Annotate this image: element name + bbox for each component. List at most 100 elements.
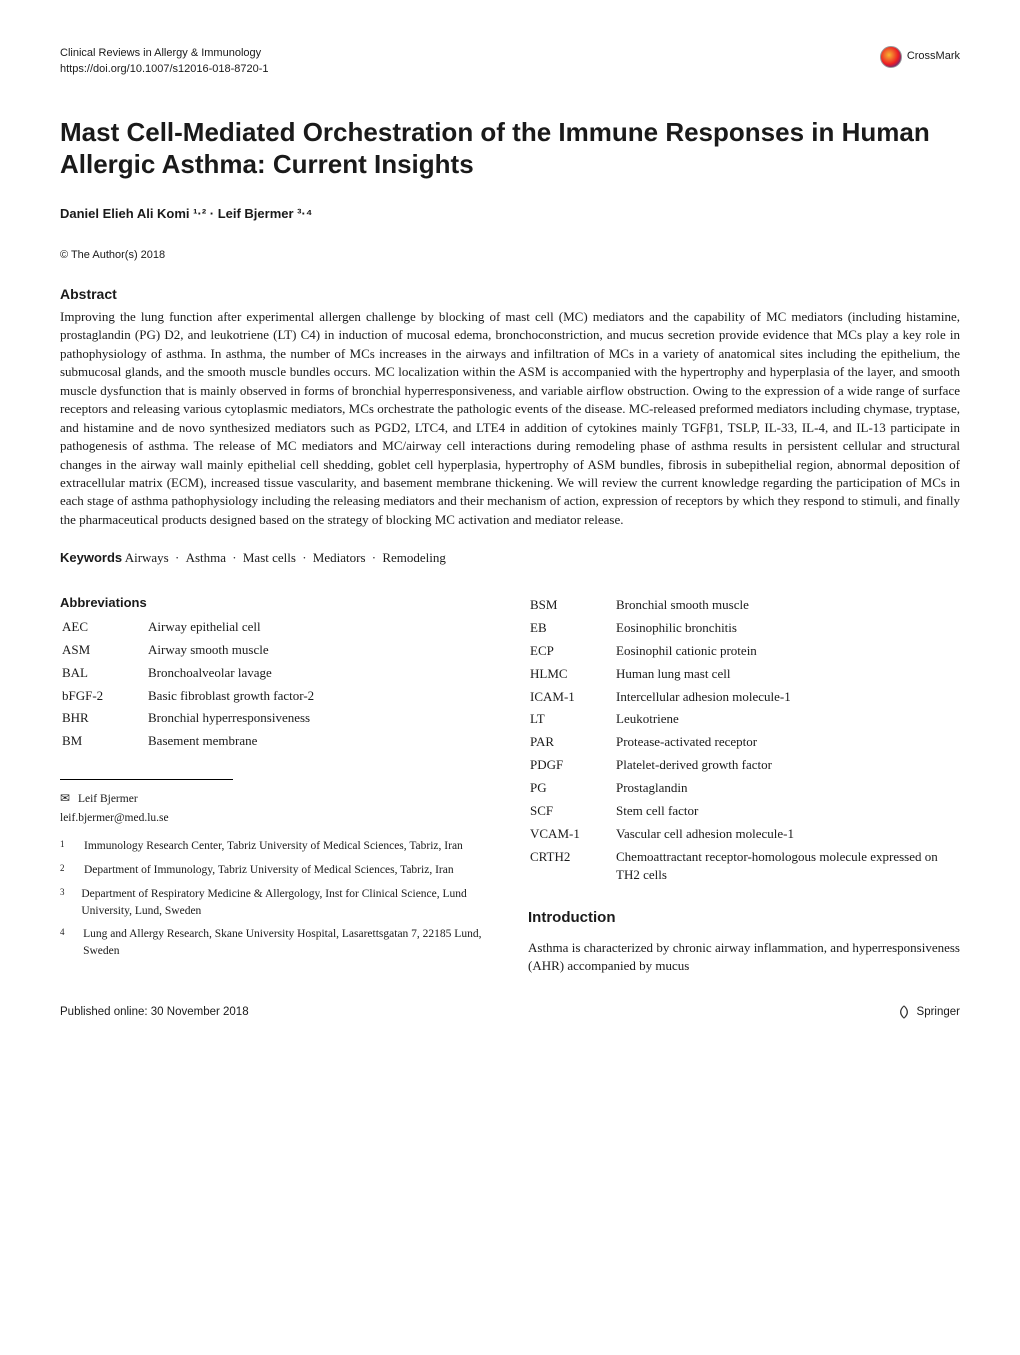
abbreviation-row: BMBasement membrane: [62, 732, 490, 753]
crossmark-icon: [880, 46, 902, 68]
abbreviation-row: CRTH2Chemoattractant receptor-homologous…: [530, 848, 958, 888]
abbreviation-definition: Human lung mast cell: [616, 665, 958, 686]
abbreviation-term: PDGF: [530, 756, 614, 777]
affiliation-text: Department of Immunology, Tabriz Univers…: [84, 862, 454, 879]
abbreviation-definition: Prostaglandin: [616, 779, 958, 800]
abbreviation-term: LT: [530, 710, 614, 731]
affiliation-number: 2: [60, 862, 74, 879]
abbreviation-definition: Bronchoalveolar lavage: [148, 664, 490, 685]
keyword: Asthma: [186, 550, 226, 565]
affiliations-list: 1Immunology Research Center, Tabriz Univ…: [60, 838, 492, 959]
abbreviation-row: BALBronchoalveolar lavage: [62, 664, 490, 685]
introduction-heading: Introduction: [528, 907, 960, 929]
abbreviation-definition: Stem cell factor: [616, 802, 958, 823]
keyword-separator: ·: [299, 550, 310, 565]
abbreviation-definition: Leukotriene: [616, 710, 958, 731]
keyword: Airways: [125, 550, 169, 565]
abbreviation-term: BHR: [62, 709, 146, 730]
keyword-separator: ·: [229, 550, 240, 565]
right-column: BSMBronchial smooth muscleEBEosinophilic…: [528, 594, 960, 976]
abbreviation-term: CRTH2: [530, 848, 614, 888]
abbreviation-term: EB: [530, 619, 614, 640]
abbreviation-term: AEC: [62, 618, 146, 639]
affiliation-item: 2 Department of Immunology, Tabriz Univer…: [60, 862, 492, 879]
abbreviation-definition: Chemoattractant receptor-homologous mole…: [616, 848, 958, 888]
abbreviation-row: BSMBronchial smooth muscle: [530, 596, 958, 617]
abbreviation-definition: Airway epithelial cell: [148, 618, 490, 639]
abbreviation-definition: Eosinophil cationic protein: [616, 642, 958, 663]
keywords-items: Airways · Asthma · Mast cells · Mediator…: [125, 550, 446, 565]
abbreviation-row: PGProstaglandin: [530, 779, 958, 800]
abbreviation-definition: Bronchial hyperresponsiveness: [148, 709, 490, 730]
abbreviation-term: BM: [62, 732, 146, 753]
corresponding-author-email: leif.bjermer@med.lu.se: [60, 810, 492, 827]
publisher-badge: Springer: [896, 1004, 960, 1021]
abbreviation-row: ECPEosinophil cationic protein: [530, 642, 958, 663]
published-online: Published online: 30 November 2018: [60, 1004, 249, 1021]
abbreviation-term: PAR: [530, 733, 614, 754]
introduction-body: Asthma is characterized by chronic airwa…: [528, 939, 960, 976]
abbreviation-definition: Intercellular adhesion molecule-1: [616, 688, 958, 709]
abbreviation-row: ICAM-1Intercellular adhesion molecule-1: [530, 688, 958, 709]
abbreviation-definition: Basic fibroblast growth factor-2: [148, 687, 490, 708]
publisher-name: Springer: [917, 1004, 960, 1021]
corresponding-author-name: Leif Bjermer: [78, 793, 138, 805]
affiliation-text: Department of Respiratory Medicine & All…: [81, 886, 492, 919]
doi: https://doi.org/10.1007/s12016-018-8720-…: [60, 62, 269, 78]
abbreviation-definition: Vascular cell adhesion molecule-1: [616, 825, 958, 846]
keyword: Mediators: [313, 550, 366, 565]
abbreviation-term: BSM: [530, 596, 614, 617]
crossmark-badge[interactable]: CrossMark: [880, 46, 960, 68]
abbreviation-term: BAL: [62, 664, 146, 685]
abbreviation-term: SCF: [530, 802, 614, 823]
abbreviation-definition: Bronchial smooth muscle: [616, 596, 958, 617]
abbreviation-row: ASMAirway smooth muscle: [62, 641, 490, 662]
keyword: Remodeling: [382, 550, 446, 565]
two-column-region: Abbreviations AECAirway epithelial cellA…: [60, 594, 960, 976]
abbreviation-term: ECP: [530, 642, 614, 663]
footnote-rule: [60, 779, 233, 780]
abstract-body: Improving the lung function after experi…: [60, 308, 960, 529]
journal-name: Clinical Reviews in Allergy & Immunology: [60, 46, 269, 62]
abbreviation-row: AECAirway epithelial cell: [62, 618, 490, 639]
abbreviation-term: bFGF-2: [62, 687, 146, 708]
abbreviation-definition: Eosinophilic bronchitis: [616, 619, 958, 640]
springer-icon: [896, 1004, 912, 1020]
abbreviation-row: PARProtease-activated receptor: [530, 733, 958, 754]
affiliation-item: 3 Department of Respiratory Medicine & Al…: [60, 886, 492, 919]
abbreviation-row: HLMCHuman lung mast cell: [530, 665, 958, 686]
left-column: Abbreviations AECAirway epithelial cellA…: [60, 594, 492, 976]
keyword: Mast cells: [243, 550, 296, 565]
abbreviations-table-left: AECAirway epithelial cellASMAirway smoot…: [60, 616, 492, 755]
copyright-line: © The Author(s) 2018: [60, 248, 960, 264]
abbreviation-row: bFGF-2Basic fibroblast growth factor-2: [62, 687, 490, 708]
abbreviation-row: BHRBronchial hyperresponsiveness: [62, 709, 490, 730]
affiliation-number: 3: [60, 886, 71, 919]
corresponding-author: ✉ Leif Bjermer: [60, 790, 492, 808]
keywords-line: Keywords Airways · Asthma · Mast cells ·…: [60, 549, 960, 568]
abbreviation-term: ICAM-1: [530, 688, 614, 709]
abstract-heading: Abstract: [60, 284, 960, 304]
page-header: Clinical Reviews in Allergy & Immunology…: [60, 46, 960, 78]
affiliation-text: Immunology Research Center, Tabriz Unive…: [84, 838, 463, 855]
envelope-icon: ✉: [60, 791, 70, 805]
abbreviation-row: LTLeukotriene: [530, 710, 958, 731]
article-title: Mast Cell-Mediated Orchestration of the …: [60, 116, 960, 181]
abbreviation-row: EBEosinophilic bronchitis: [530, 619, 958, 640]
abbreviation-definition: Airway smooth muscle: [148, 641, 490, 662]
abbreviation-definition: Platelet-derived growth factor: [616, 756, 958, 777]
abbreviation-row: SCFStem cell factor: [530, 802, 958, 823]
affiliation-text: Lung and Allergy Research, Skane Univers…: [83, 926, 492, 959]
keyword-separator: ·: [172, 550, 183, 565]
authors-line: Daniel Elieh Ali Komi ¹·² · Leif Bjermer…: [60, 205, 960, 224]
affiliation-item: 1Immunology Research Center, Tabriz Univ…: [60, 838, 492, 855]
abbreviation-definition: Basement membrane: [148, 732, 490, 753]
abbreviation-term: HLMC: [530, 665, 614, 686]
abbreviation-row: VCAM-1Vascular cell adhesion molecule-1: [530, 825, 958, 846]
abbreviations-table-right: BSMBronchial smooth muscleEBEosinophilic…: [528, 594, 960, 889]
abbreviation-definition: Protease-activated receptor: [616, 733, 958, 754]
keyword-separator: ·: [369, 550, 380, 565]
page-footer: Published online: 30 November 2018 Sprin…: [60, 1004, 960, 1021]
abbreviation-term: VCAM-1: [530, 825, 614, 846]
abbreviations-heading: Abbreviations: [60, 594, 492, 613]
